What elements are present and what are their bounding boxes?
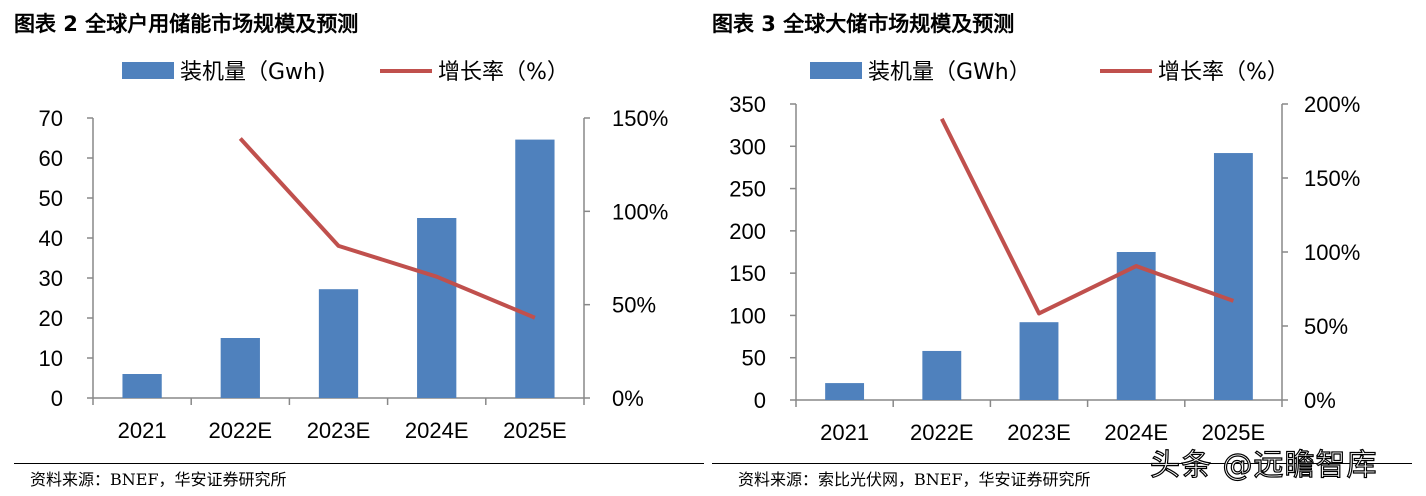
bar-2023E xyxy=(1019,322,1059,400)
legend-bar-label: 装机量（GWh） xyxy=(868,60,1031,85)
bar-2022E xyxy=(220,338,260,398)
right-tick-label: 150% xyxy=(612,106,668,131)
left-tick-label: 20 xyxy=(39,306,63,331)
left-tick-label: 50 xyxy=(742,346,766,371)
legend-line-label: 增长率（%） xyxy=(1158,60,1289,85)
watermark: 头条 @远瞻智库 xyxy=(1149,447,1378,483)
x-tick-label: 2024E xyxy=(1104,420,1168,445)
bar-2025E xyxy=(1213,153,1253,400)
legend-line-label: 增长率（%） xyxy=(438,60,569,85)
x-tick-label: 2021 xyxy=(118,418,167,443)
source-divider-2 xyxy=(712,463,1412,464)
left-tick-label: 100 xyxy=(729,303,766,328)
bar-2022E xyxy=(922,350,962,400)
chart-1-title: 图表 2 全球户用储能市场规模及预测 xyxy=(14,12,359,36)
growth-rate-line xyxy=(940,117,1235,316)
x-tick-label: 2025E xyxy=(503,418,567,443)
chart-1-source: 资料来源：BNEF，华安证券研究所 xyxy=(30,470,287,489)
legend-bar-swatch xyxy=(810,62,862,79)
x-tick-label: 2022E xyxy=(910,420,974,445)
left-tick-label: 0 xyxy=(51,386,63,411)
chart-2-title: 图表 3 全球大储市场规模及预测 xyxy=(712,12,1015,36)
right-tick-label: 150% xyxy=(1304,166,1360,191)
right-tick-label: 50% xyxy=(1304,314,1348,339)
bar-2021 xyxy=(825,383,865,400)
bar-2024E xyxy=(1116,252,1156,400)
x-tick-label: 2022E xyxy=(208,418,272,443)
left-tick-label: 40 xyxy=(39,226,63,251)
right-tick-label: 100% xyxy=(1304,240,1360,265)
right-tick-label: 200% xyxy=(1304,92,1360,117)
source-divider-1 xyxy=(14,463,704,464)
left-tick-label: 200 xyxy=(729,219,766,244)
left-tick-label: 0 xyxy=(754,388,766,413)
left-tick-label: 150 xyxy=(729,261,766,286)
right-tick-label: 0% xyxy=(612,386,644,411)
left-tick-label: 60 xyxy=(39,146,63,171)
right-tick-label: 50% xyxy=(612,293,656,318)
left-tick-label: 300 xyxy=(729,134,766,159)
x-tick-label: 2023E xyxy=(307,418,371,443)
left-tick-label: 10 xyxy=(39,346,63,371)
x-tick-label: 2023E xyxy=(1007,420,1071,445)
left-tick-label: 30 xyxy=(39,266,63,291)
bar-2023E xyxy=(318,289,359,398)
bar-2021 xyxy=(122,374,162,398)
x-tick-label: 2024E xyxy=(405,418,469,443)
growth-rate-line xyxy=(238,137,536,320)
right-tick-label: 0% xyxy=(1304,388,1336,413)
bar-2024E xyxy=(417,218,457,398)
legend-bar-label: 装机量（Gwh) xyxy=(180,60,326,85)
right-tick-label: 100% xyxy=(612,199,668,224)
x-tick-label: 2025E xyxy=(1202,420,1266,445)
left-tick-label: 350 xyxy=(729,92,766,117)
left-tick-label: 50 xyxy=(39,186,63,211)
left-tick-label: 250 xyxy=(729,177,766,202)
legend-bar-swatch xyxy=(122,62,174,79)
left-tick-label: 70 xyxy=(39,106,63,131)
x-tick-label: 2021 xyxy=(820,420,869,445)
chart-2-source: 资料来源：索比光伏网，BNEF，华安证券研究所 xyxy=(738,470,1091,489)
bar-2025E xyxy=(515,139,555,398)
